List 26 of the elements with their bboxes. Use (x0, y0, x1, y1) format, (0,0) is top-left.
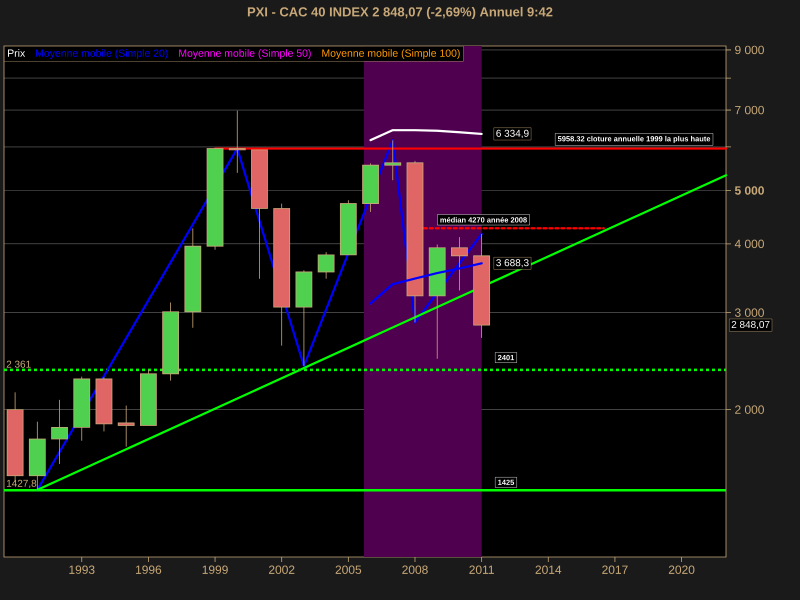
x-tick-label: 2014 (536, 565, 562, 574)
x-tick-label: 2008 (402, 565, 428, 574)
x-tick-label: 1996 (136, 565, 162, 574)
legend-label: Moyenne mobile (Simple 50) (179, 49, 311, 59)
data-label: 6 334,9 (496, 130, 529, 138)
x-tick-label: 2002 (268, 565, 294, 574)
ref-line-label: 2 361 (6, 360, 31, 368)
y-tick-label: 9 000 (735, 46, 764, 54)
x-tick-label: 2017 (602, 565, 628, 574)
chart-title: PXI - CAC 40 INDEX 2 848,07 (-2,69%) Annuel 9:42 (248, 6, 552, 20)
y-tick-label: 2 000 (735, 405, 764, 414)
x-tick-label: 2005 (336, 565, 362, 574)
x-tick-label: 2020 (668, 565, 694, 574)
data-label: 3 688,3 (496, 259, 529, 268)
y-tick-label: 3 000 (734, 308, 764, 317)
text: 2 848,07 (732, 320, 770, 330)
y-tick-label: 7 000 (735, 106, 764, 114)
text: Prix (8, 49, 26, 57)
y-tick-label: 5 000 (734, 186, 764, 195)
text: Moyenne mobile (Simple 20) (36, 49, 168, 59)
x-tick-label: 1993 (69, 565, 95, 574)
x-tick-label: 2011 (469, 565, 494, 574)
y-tick-label: 4 000 (734, 240, 764, 248)
ref-line-label: 1427,8 (6, 480, 36, 488)
x-tick-label: 1999 (202, 565, 228, 574)
legend-label: Moyenne mobile (Simple 100) (322, 49, 460, 59)
